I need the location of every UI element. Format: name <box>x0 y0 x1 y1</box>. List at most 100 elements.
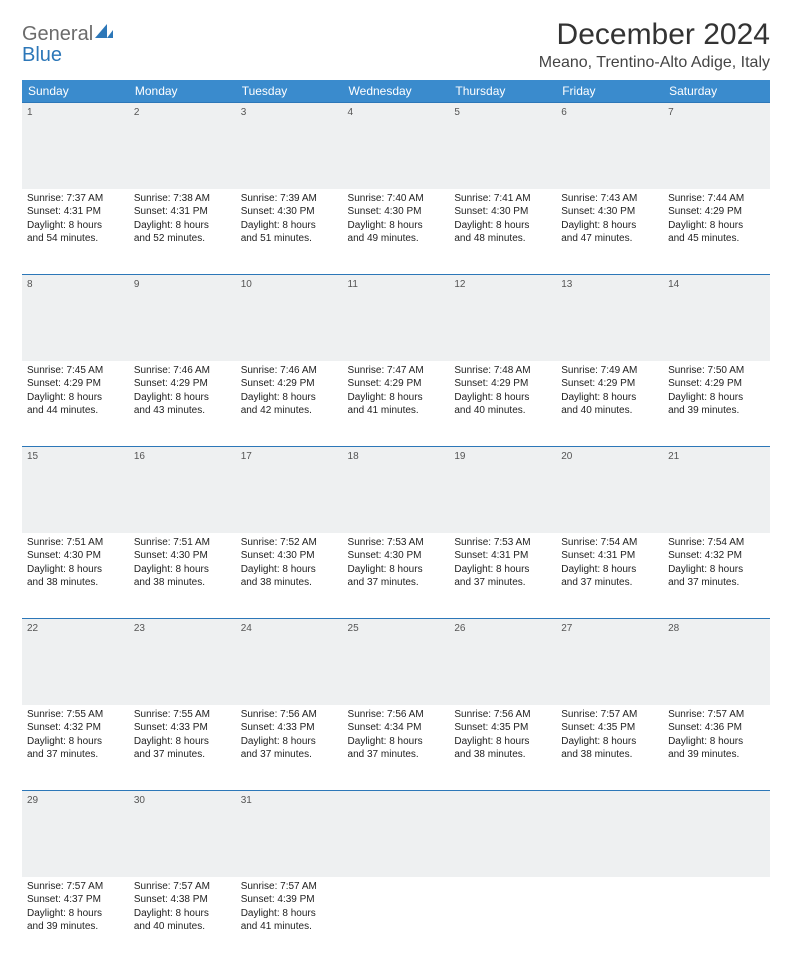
sunset-line: Sunset: 4:30 PM <box>561 205 658 219</box>
day-cell: Sunrise: 7:57 AMSunset: 4:36 PMDaylight:… <box>663 705 770 791</box>
sunset-line: Sunset: 4:30 PM <box>241 549 338 563</box>
d1-line: Daylight: 8 hours <box>348 735 445 749</box>
d2-line: and 37 minutes. <box>241 748 338 762</box>
day-cell <box>449 877 556 963</box>
day-number: 25 <box>343 619 450 705</box>
d1-line: Daylight: 8 hours <box>134 219 231 233</box>
day-content-row: Sunrise: 7:57 AMSunset: 4:37 PMDaylight:… <box>22 877 770 963</box>
sunrise-line: Sunrise: 7:55 AM <box>134 708 231 722</box>
sunset-line: Sunset: 4:37 PM <box>27 893 124 907</box>
sunset-line: Sunset: 4:31 PM <box>561 549 658 563</box>
d1-line: Daylight: 8 hours <box>241 219 338 233</box>
day-number: 29 <box>22 791 129 877</box>
d1-line: Daylight: 8 hours <box>134 735 231 749</box>
day-number: 18 <box>343 447 450 533</box>
day-content-row: Sunrise: 7:51 AMSunset: 4:30 PMDaylight:… <box>22 533 770 619</box>
sunrise-line: Sunrise: 7:57 AM <box>561 708 658 722</box>
d1-line: Daylight: 8 hours <box>27 907 124 921</box>
sunrise-line: Sunrise: 7:51 AM <box>27 536 124 550</box>
sunset-line: Sunset: 4:29 PM <box>134 377 231 391</box>
sunrise-line: Sunrise: 7:56 AM <box>241 708 338 722</box>
sunset-line: Sunset: 4:36 PM <box>668 721 765 735</box>
day-cell: Sunrise: 7:46 AMSunset: 4:29 PMDaylight:… <box>236 361 343 447</box>
sunrise-line: Sunrise: 7:37 AM <box>27 192 124 206</box>
day-number: 2 <box>129 103 236 189</box>
day-cell: Sunrise: 7:46 AMSunset: 4:29 PMDaylight:… <box>129 361 236 447</box>
day-cell: Sunrise: 7:55 AMSunset: 4:33 PMDaylight:… <box>129 705 236 791</box>
sunset-line: Sunset: 4:30 PM <box>454 205 551 219</box>
day-number: 15 <box>22 447 129 533</box>
day-cell: Sunrise: 7:41 AMSunset: 4:30 PMDaylight:… <box>449 189 556 275</box>
d1-line: Daylight: 8 hours <box>668 219 765 233</box>
day-number-row: 15161718192021 <box>22 447 770 533</box>
day-cell: Sunrise: 7:56 AMSunset: 4:33 PMDaylight:… <box>236 705 343 791</box>
d1-line: Daylight: 8 hours <box>27 563 124 577</box>
day-number <box>556 791 663 877</box>
sunset-line: Sunset: 4:30 PM <box>348 549 445 563</box>
sunrise-line: Sunrise: 7:53 AM <box>348 536 445 550</box>
d1-line: Daylight: 8 hours <box>668 391 765 405</box>
weekday-header: Thursday <box>449 80 556 103</box>
d2-line: and 37 minutes. <box>561 576 658 590</box>
sunrise-line: Sunrise: 7:57 AM <box>668 708 765 722</box>
d1-line: Daylight: 8 hours <box>348 391 445 405</box>
d2-line: and 44 minutes. <box>27 404 124 418</box>
day-number-row: 891011121314 <box>22 275 770 361</box>
sunset-line: Sunset: 4:29 PM <box>668 205 765 219</box>
day-number: 12 <box>449 275 556 361</box>
day-cell: Sunrise: 7:53 AMSunset: 4:31 PMDaylight:… <box>449 533 556 619</box>
sunrise-line: Sunrise: 7:55 AM <box>27 708 124 722</box>
day-number <box>449 791 556 877</box>
d2-line: and 40 minutes. <box>454 404 551 418</box>
day-cell: Sunrise: 7:51 AMSunset: 4:30 PMDaylight:… <box>129 533 236 619</box>
day-cell <box>343 877 450 963</box>
sunset-line: Sunset: 4:29 PM <box>27 377 124 391</box>
sunrise-line: Sunrise: 7:56 AM <box>454 708 551 722</box>
day-cell: Sunrise: 7:54 AMSunset: 4:32 PMDaylight:… <box>663 533 770 619</box>
d1-line: Daylight: 8 hours <box>241 563 338 577</box>
day-number: 31 <box>236 791 343 877</box>
day-cell: Sunrise: 7:52 AMSunset: 4:30 PMDaylight:… <box>236 533 343 619</box>
d2-line: and 43 minutes. <box>134 404 231 418</box>
title-block: December 2024 Meano, Trentino-Alto Adige… <box>539 18 770 72</box>
sunrise-line: Sunrise: 7:49 AM <box>561 364 658 378</box>
day-cell: Sunrise: 7:51 AMSunset: 4:30 PMDaylight:… <box>22 533 129 619</box>
d1-line: Daylight: 8 hours <box>561 391 658 405</box>
sunrise-line: Sunrise: 7:47 AM <box>348 364 445 378</box>
d2-line: and 51 minutes. <box>241 232 338 246</box>
day-number: 1 <box>22 103 129 189</box>
d2-line: and 41 minutes. <box>348 404 445 418</box>
d2-line: and 37 minutes. <box>348 748 445 762</box>
day-cell: Sunrise: 7:40 AMSunset: 4:30 PMDaylight:… <box>343 189 450 275</box>
day-cell: Sunrise: 7:56 AMSunset: 4:34 PMDaylight:… <box>343 705 450 791</box>
day-cell: Sunrise: 7:53 AMSunset: 4:30 PMDaylight:… <box>343 533 450 619</box>
calendar-table: Sunday Monday Tuesday Wednesday Thursday… <box>22 80 770 963</box>
sunrise-line: Sunrise: 7:53 AM <box>454 536 551 550</box>
d1-line: Daylight: 8 hours <box>134 907 231 921</box>
day-number: 27 <box>556 619 663 705</box>
d1-line: Daylight: 8 hours <box>348 219 445 233</box>
day-number: 23 <box>129 619 236 705</box>
day-cell: Sunrise: 7:38 AMSunset: 4:31 PMDaylight:… <box>129 189 236 275</box>
day-cell: Sunrise: 7:57 AMSunset: 4:39 PMDaylight:… <box>236 877 343 963</box>
day-number: 19 <box>449 447 556 533</box>
d2-line: and 37 minutes. <box>27 748 124 762</box>
sunrise-line: Sunrise: 7:48 AM <box>454 364 551 378</box>
d1-line: Daylight: 8 hours <box>561 563 658 577</box>
sunset-line: Sunset: 4:29 PM <box>348 377 445 391</box>
weekday-header: Saturday <box>663 80 770 103</box>
day-number: 4 <box>343 103 450 189</box>
weekday-header: Wednesday <box>343 80 450 103</box>
d2-line: and 37 minutes. <box>134 748 231 762</box>
d1-line: Daylight: 8 hours <box>668 563 765 577</box>
sunset-line: Sunset: 4:33 PM <box>134 721 231 735</box>
day-cell: Sunrise: 7:47 AMSunset: 4:29 PMDaylight:… <box>343 361 450 447</box>
d1-line: Daylight: 8 hours <box>241 907 338 921</box>
day-number: 30 <box>129 791 236 877</box>
d2-line: and 40 minutes. <box>134 920 231 934</box>
d2-line: and 47 minutes. <box>561 232 658 246</box>
day-number <box>663 791 770 877</box>
sunset-line: Sunset: 4:34 PM <box>348 721 445 735</box>
brand-general: General <box>22 23 93 45</box>
sunrise-line: Sunrise: 7:56 AM <box>348 708 445 722</box>
